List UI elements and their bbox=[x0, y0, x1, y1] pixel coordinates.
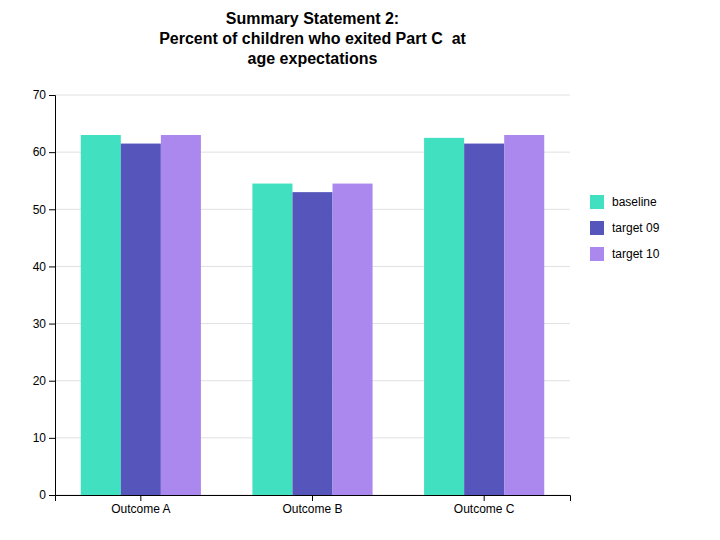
title-line: Summary Statement 2: bbox=[226, 10, 399, 27]
legend-item: baseline bbox=[590, 195, 657, 209]
legend-label: target 10 bbox=[612, 247, 660, 261]
grid-line bbox=[55, 95, 570, 96]
x-tick-mark bbox=[140, 495, 141, 501]
x-tick-mark bbox=[312, 495, 313, 501]
legend-item: target 09 bbox=[590, 221, 660, 235]
y-tick-label: 40 bbox=[33, 260, 47, 274]
legend: baseline target 09 target 10 bbox=[590, 195, 660, 261]
bar bbox=[81, 135, 121, 495]
x-tick-label: Outcome B bbox=[282, 502, 342, 516]
x-tick-mark bbox=[484, 495, 485, 501]
y-tick: 0 bbox=[39, 488, 55, 502]
bar-series bbox=[81, 135, 464, 495]
bar-series bbox=[161, 135, 544, 495]
x-tick: Outcome A bbox=[111, 495, 170, 516]
bar bbox=[464, 144, 504, 495]
bar bbox=[252, 184, 292, 495]
y-tick: 70 bbox=[33, 88, 55, 102]
x-tick: Outcome C bbox=[454, 495, 515, 516]
y-tick: 20 bbox=[33, 374, 55, 388]
legend-swatch bbox=[590, 221, 604, 235]
y-tick: 60 bbox=[33, 145, 55, 159]
x-tick-label: Outcome A bbox=[111, 502, 170, 516]
legend-swatch bbox=[590, 247, 604, 261]
x-tick: Outcome B bbox=[282, 495, 342, 516]
chart-svg: 010203040506070Outcome AOutcome BOutcome… bbox=[0, 0, 720, 540]
y-tick-mark bbox=[49, 209, 55, 210]
title-line: Percent of children who exited Part C at bbox=[159, 30, 466, 47]
bar bbox=[424, 138, 464, 495]
x-axis-line bbox=[56, 496, 571, 502]
y-tick-mark bbox=[49, 152, 55, 153]
grid bbox=[55, 95, 570, 495]
y-tick-mark bbox=[49, 381, 55, 382]
y-tick-label: 60 bbox=[33, 145, 47, 159]
plot-area: 010203040506070Outcome AOutcome BOutcome… bbox=[33, 88, 571, 515]
y-axis-line bbox=[49, 96, 56, 496]
bar bbox=[504, 135, 544, 495]
legend-swatch bbox=[590, 195, 604, 209]
y-tick: 30 bbox=[33, 317, 55, 331]
y-tick-label: 20 bbox=[33, 374, 47, 388]
y-tick: 40 bbox=[33, 260, 55, 274]
y-tick: 10 bbox=[33, 431, 55, 445]
bar bbox=[292, 192, 332, 495]
x-tick-label: Outcome C bbox=[454, 502, 515, 516]
bars bbox=[81, 135, 545, 495]
bar bbox=[121, 144, 161, 495]
y-tick: 50 bbox=[33, 203, 55, 217]
y-tick-label: 0 bbox=[39, 488, 46, 502]
y-tick-mark bbox=[49, 495, 55, 496]
legend-item: target 10 bbox=[590, 247, 660, 261]
y-tick-mark bbox=[49, 95, 55, 96]
y-tick-mark bbox=[49, 324, 55, 325]
bar bbox=[333, 184, 373, 495]
y-tick-mark bbox=[49, 266, 55, 267]
y-axis: 0 10 20 30 40 50 60 70 bbox=[33, 88, 56, 502]
y-tick-label: 70 bbox=[33, 88, 47, 102]
title: Summary Statement 2: Percent of children … bbox=[159, 10, 466, 67]
y-tick-label: 10 bbox=[33, 431, 47, 445]
bar bbox=[161, 135, 201, 495]
y-tick-mark bbox=[49, 438, 55, 439]
x-axis: Outcome A Outcome B Outcome C bbox=[56, 495, 571, 516]
legend-label: target 09 bbox=[612, 221, 660, 235]
y-tick-label: 50 bbox=[33, 203, 47, 217]
legend-label: baseline bbox=[612, 195, 657, 209]
y-tick-label: 30 bbox=[33, 317, 47, 331]
title-line: age expectations bbox=[248, 50, 378, 67]
